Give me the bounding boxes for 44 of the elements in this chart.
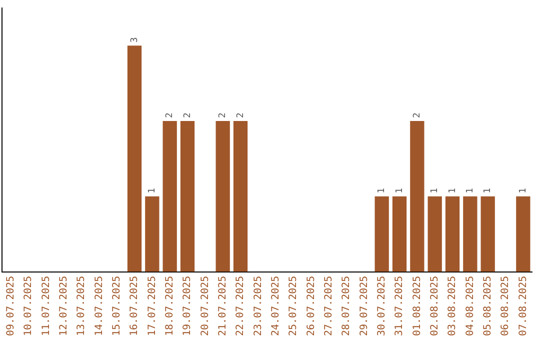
x-tick-label: 19.07.2025 xyxy=(182,276,194,336)
x-tick-label: 11.07.2025 xyxy=(40,276,52,336)
data-label: 3 xyxy=(130,37,140,43)
data-label: 2 xyxy=(236,112,246,118)
x-tick-label: 23.07.2025 xyxy=(252,276,264,336)
x-tick-label: 07.08.2025 xyxy=(518,276,529,336)
x-tick-label: 03.08.2025 xyxy=(447,276,458,336)
x-tick-label: 26.07.2025 xyxy=(306,276,317,336)
data-label: 1 xyxy=(430,188,440,194)
x-tick-label: 05.08.2025 xyxy=(482,276,494,336)
data-label: 2 xyxy=(412,112,423,118)
x-tick-label: 15.07.2025 xyxy=(111,276,122,336)
x-tick-label: 01.08.2025 xyxy=(412,276,423,336)
x-tick-label: 17.07.2025 xyxy=(146,276,158,336)
x-tick-label: 20.07.2025 xyxy=(200,276,211,336)
data-label: 1 xyxy=(377,188,388,194)
data-label: 1 xyxy=(518,188,529,194)
x-tick-label: 31.07.2025 xyxy=(394,276,406,336)
x-tick-label: 30.07.2025 xyxy=(376,276,388,336)
x-tick-label: 06.08.2025 xyxy=(500,276,512,336)
x-tick-label: 13.07.2025 xyxy=(76,276,88,336)
x-tick-label: 25.07.2025 xyxy=(288,276,300,336)
data-label: 2 xyxy=(165,112,176,118)
x-tick-label: 02.08.2025 xyxy=(429,276,440,336)
x-tick-label: 04.08.2025 xyxy=(464,276,476,336)
x-tick-label: 21.07.2025 xyxy=(217,276,228,336)
data-label: 1 xyxy=(483,188,494,194)
data-label: 1 xyxy=(394,188,405,194)
x-tick-label: 14.07.2025 xyxy=(94,276,105,336)
data-label: 2 xyxy=(182,112,193,118)
data-label: 2 xyxy=(218,112,228,118)
x-tick-label: 16.07.2025 xyxy=(129,276,140,336)
data-label: 1 xyxy=(148,188,158,194)
x-tick-label: 18.07.2025 xyxy=(164,276,176,336)
data-label: 1 xyxy=(448,188,458,194)
x-tick-label: 27.07.2025 xyxy=(323,276,334,336)
x-tick-label: 22.07.2025 xyxy=(235,276,246,336)
data-label: 1 xyxy=(466,188,476,194)
x-tick-label: 28.07.2025 xyxy=(341,276,352,336)
x-tick-label: 24.07.2025 xyxy=(270,276,282,336)
x-tick-label: 09.07.2025 xyxy=(5,276,16,336)
x-tick-label: 29.07.2025 xyxy=(358,276,370,336)
x-tick-label: 12.07.2025 xyxy=(58,276,70,336)
x-tick-label: 10.07.2025 xyxy=(23,276,34,336)
